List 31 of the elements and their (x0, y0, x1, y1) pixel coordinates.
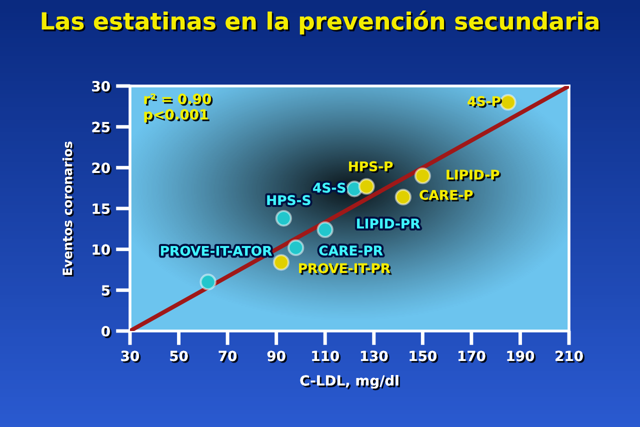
x-tick-label: 170 (458, 350, 487, 363)
y-tick-label: 5 (102, 285, 112, 298)
x-tick-label: 130 (360, 350, 390, 363)
annotation: CARE-P (420, 190, 474, 202)
chart-title: Las estatinas en la prevención secundaria (42, 10, 600, 36)
annotation: LIPID-P (446, 170, 501, 182)
annotation: r² = 0.90 p<0.001 (144, 94, 213, 124)
x-tick-label: 210 (556, 350, 584, 363)
x-tick-label: 30 (121, 350, 141, 363)
annotation: HPS-S (267, 195, 310, 206)
x-tick-label: 190 (507, 350, 536, 363)
y-tick-label: 10 (92, 244, 112, 256)
x-tick-label: 110 (312, 350, 341, 363)
x-axis-title: C-LDL, mg/dl (300, 374, 400, 390)
y-axis-title: Eventos coronarios (62, 142, 74, 277)
y-tick-label: 25 (92, 122, 112, 134)
y-tick-label: 30 (92, 80, 112, 94)
annotation: PROVE-IT-ATOR (161, 246, 272, 256)
annotation: HPS-P (349, 161, 394, 173)
y-tick-label: 15 (92, 204, 112, 216)
y-tick-label: 0 (102, 326, 112, 338)
y-tick-label: 20 (92, 162, 112, 175)
annotation: 4S-P (468, 96, 502, 108)
annotation: CARE-PR (319, 246, 383, 256)
annotation: PROVE-IT-PR (299, 263, 392, 275)
x-tick-label: 70 (218, 350, 238, 363)
annotation: 4S-S (313, 182, 346, 193)
annotation: LIPID-PR (357, 218, 420, 228)
x-tick-label: 150 (410, 350, 438, 363)
x-tick-label: 90 (267, 350, 287, 363)
x-tick-label: 50 (170, 350, 190, 363)
